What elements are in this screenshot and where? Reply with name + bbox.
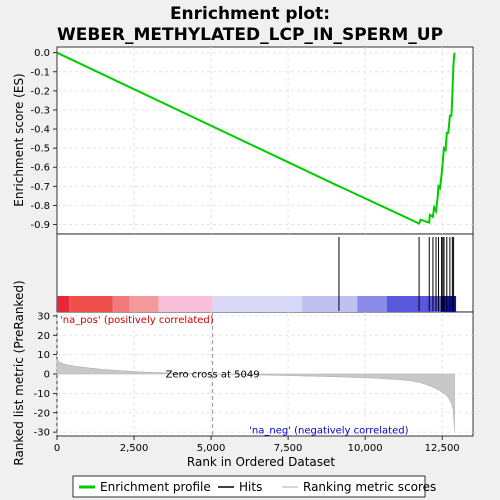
x-tick-label: 10,000: [348, 443, 383, 454]
metric-annotations: 'na_pos' (positively correlated) Zero cro…: [60, 315, 409, 437]
enrichment-line-layer: [56, 51, 456, 225]
metric-tick-label: 10: [37, 350, 50, 361]
es-panel: [56, 46, 474, 235]
es-grid: [57, 47, 473, 234]
es-tick-label: -0.9: [30, 220, 50, 231]
metric-tick-label: 30: [37, 311, 50, 322]
chart-title-line1: Enrichment plot:: [170, 4, 330, 24]
metric-area-layer: [56, 312, 455, 436]
metric-tick-label: 0: [44, 370, 50, 381]
legend-box: [72, 475, 426, 498]
color-bar-segment: [158, 296, 213, 312]
color-bar-segment: [357, 296, 387, 312]
metric-tick-label: -30: [34, 428, 50, 439]
legend-label: Hits: [239, 480, 262, 494]
positive-correlation-annotation: 'na_pos' (positively correlated): [60, 315, 214, 326]
es-tick-label: -0.5: [30, 144, 50, 155]
es-tick-label: -0.1: [30, 67, 50, 78]
negative-correlation-annotation: 'na_neg' (negatively correlated): [249, 426, 408, 437]
color-bar-segment: [112, 296, 130, 312]
color-bar-segment: [386, 296, 441, 312]
es-tick-label: -0.2: [30, 86, 50, 97]
zero-cross-annotation: Zero cross at 5049: [166, 370, 260, 381]
enrichment-profile-line: [56, 51, 456, 225]
es-y-ticks: 0.0 -0.1 -0.2 -0.3 -0.4 -0.5 -0.6 -0.7 -0.8 -0.9: [30, 48, 57, 231]
x-tick-label: 7,500: [274, 443, 303, 454]
metric-y-axis-label: Ranked list metric (PreRanked): [12, 280, 26, 465]
es-y-axis-label: Enrichment score (ES): [12, 73, 26, 206]
metric-tick-label: -20: [34, 408, 50, 419]
es-tick-label: -0.3: [30, 105, 50, 116]
x-tick-label: 12,500: [425, 443, 460, 454]
es-tick-label: -0.6: [30, 163, 50, 174]
hit-lines: [338, 237, 455, 311]
x-axis-label: Rank in Ordered Dataset: [187, 455, 335, 469]
es-tick-label: -0.8: [30, 201, 50, 212]
legend: Enrichment profile Hits Ranking metric sco…: [72, 475, 436, 498]
x-tick-label: 0: [54, 443, 60, 454]
color-bar-segment: [301, 296, 358, 312]
metric-tick-label: 20: [37, 331, 50, 342]
chart-title-line2: WEBER_METHYLATED_LCP_IN_SPERM_UP: [57, 25, 443, 45]
metric-tick-label: -10: [34, 389, 50, 400]
color-bar-segment: [69, 296, 113, 312]
ranking-color-bar: [57, 296, 457, 312]
legend-label: Ranking metric scores: [303, 480, 436, 494]
es-tick-label: -0.4: [30, 125, 50, 136]
es-tick-label: 0.0: [34, 48, 50, 59]
color-bar-segment: [129, 296, 159, 312]
color-bar-segment: [212, 296, 302, 312]
x-tick-label: 2,500: [120, 443, 149, 454]
legend-label: Enrichment profile: [100, 480, 211, 494]
color-bar-segment: [57, 296, 70, 312]
es-tick-label: -0.7: [30, 182, 50, 193]
x-tick-label: 5,000: [197, 443, 226, 454]
metric-y-ticks: 30 20 10 0 -10 -20 -30: [34, 311, 57, 439]
metric-x-ticks: 0 2,500 5,000 7,500 10,000 12,500: [54, 436, 460, 454]
ranking-metric-area: [56, 358, 455, 432]
